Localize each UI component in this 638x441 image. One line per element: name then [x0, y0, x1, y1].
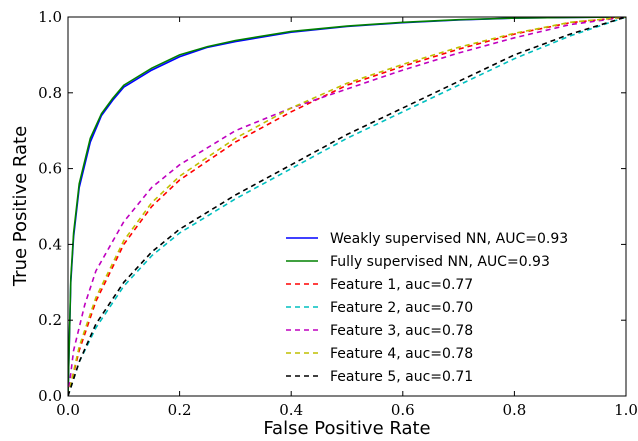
legend-label-5: Feature 3, auc=0.78	[330, 323, 473, 339]
y-tick-label: 0.2	[38, 311, 62, 329]
y-tick-label: 1.0	[38, 8, 62, 26]
legend-label-7: Feature 5, auc=0.71	[330, 369, 473, 385]
x-tick-label: 0.4	[279, 401, 303, 419]
x-tick-label: 0.0	[56, 401, 80, 419]
x-tick-label: 0.6	[391, 401, 415, 419]
x-tick-label: 0.8	[502, 401, 526, 419]
y-tick-label: 0.6	[38, 160, 62, 178]
series-line-3	[68, 17, 626, 396]
legend-label-4: Feature 2, auc=0.70	[330, 300, 473, 316]
series-line-2	[68, 17, 626, 396]
series-line-4	[68, 17, 626, 396]
y-tick-label: 0.0	[38, 387, 62, 405]
plot-frame	[67, 16, 627, 397]
x-tick-label: 0.2	[168, 401, 192, 419]
ticks-layer: 0.0 0.2 0.4 0.6 0.8 1.0 0.0 0.2 0.4 0.6 0.8 1.0	[38, 8, 638, 419]
y-axis-title: True Positive Rate	[10, 126, 31, 287]
legend-label-1: Weakly supervised NN, AUC=0.93	[330, 231, 568, 247]
y-tick-label: 0.4	[38, 235, 62, 253]
x-axis-title: False Positive Rate	[263, 418, 430, 439]
legend-label-3: Feature 1, auc=0.77	[330, 277, 473, 293]
y-tick-label: 0.8	[38, 84, 62, 102]
series-line-7	[68, 17, 626, 396]
legend-label-2: Fully supervised NN, AUC=0.93	[330, 254, 550, 270]
legend-label-6: Feature 4, auc=0.78	[330, 346, 473, 362]
plot-background	[68, 17, 626, 396]
series-layer	[68, 17, 626, 396]
legend: Weakly supervised NN, AUC=0.93 Fully supe…	[286, 231, 568, 385]
x-tick-label: 1.0	[614, 401, 638, 419]
series-line-5	[68, 17, 626, 396]
